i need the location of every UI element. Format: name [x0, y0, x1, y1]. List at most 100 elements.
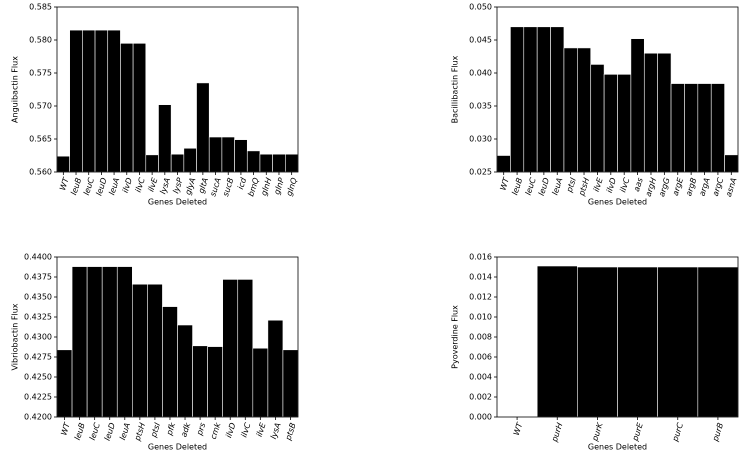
y-tick-label: 0.4300: [24, 333, 52, 342]
y-tick-label: 0.008: [469, 333, 492, 342]
x-tick-label: gltA: [197, 177, 210, 195]
y-tick-label: 0.575: [29, 69, 52, 78]
bar: [221, 136, 235, 173]
y-tick-label: 0.010: [469, 313, 492, 322]
bar: [630, 38, 645, 173]
bar: [237, 279, 254, 418]
bar: [208, 136, 223, 173]
y-tick-label: 0.4250: [24, 373, 52, 382]
y-axis-label: Pyoverdine Flux: [451, 305, 460, 369]
y-tick-label: 0.040: [469, 69, 492, 78]
x-tick-label: leuC: [88, 421, 102, 441]
bar: [285, 153, 299, 173]
x-tick-label: leuB: [73, 422, 87, 442]
bar: [162, 306, 178, 418]
y-tick-label: 0.004: [469, 373, 492, 382]
x-axis-label: Genes Deleted: [148, 443, 207, 452]
x-tick-label: ptsI: [149, 421, 163, 439]
y-tick-label: 0.565: [29, 135, 52, 144]
bar: [132, 283, 148, 418]
x-tick-label: ilvE: [592, 176, 605, 193]
y-tick-label: 0.006: [469, 353, 492, 362]
x-tick-label: leuB: [510, 177, 524, 197]
y-tick-label: 0.4350: [24, 293, 52, 302]
x-tick-label: purK: [590, 421, 605, 443]
x-tick-label: purE: [630, 421, 645, 443]
bar: [56, 155, 70, 173]
y-tick-label: 0.570: [29, 102, 52, 111]
bar: [657, 266, 699, 418]
x-axis-label: Genes Deleted: [588, 443, 647, 452]
bar: [82, 29, 96, 173]
bar: [158, 104, 172, 173]
x-tick-label: WT: [58, 176, 71, 192]
y-tick-label: 0.4200: [24, 413, 52, 422]
x-tick-label: glnQ: [285, 177, 299, 198]
y-tick-label: 0.035: [469, 102, 492, 111]
x-tick-label: ilvD: [605, 177, 618, 194]
bar: [116, 266, 133, 418]
x-tick-label: argB: [684, 177, 698, 198]
y-tick-label: 0.4325: [24, 313, 52, 322]
bar: [69, 29, 83, 173]
x-tick-label: lysA: [269, 422, 283, 441]
bar: [550, 26, 565, 173]
y-tick-label: 0.580: [29, 36, 52, 45]
chart: WT leuB leuC leuD leuA ptsH ptsI pfk adk prs cmk il…: [11, 253, 299, 452]
y-axis-label: Vibriobactin Flux: [11, 303, 20, 370]
x-tick-label: purH: [550, 422, 565, 444]
bar: [252, 347, 269, 418]
x-tick-label: asnA: [724, 177, 739, 198]
bar: [697, 83, 712, 173]
bar: [207, 346, 223, 418]
x-tick-label: WT: [498, 176, 511, 192]
x-axis-label: Genes Deleted: [588, 198, 647, 207]
x-tick-label: prs: [195, 422, 208, 438]
y-tick-label: 0.014: [469, 273, 492, 282]
bar: [536, 26, 551, 173]
bar: [510, 26, 525, 173]
x-tick-label: argA: [697, 177, 711, 198]
x-tick-label: purC: [670, 421, 685, 443]
bar: [222, 279, 239, 418]
x-tick-label: ptsI: [564, 176, 578, 194]
bar: [496, 155, 511, 173]
x-tick-label: adk: [179, 421, 192, 438]
x-tick-label: argE: [671, 176, 686, 197]
x-tick-label: WT: [512, 421, 525, 437]
x-tick-label: ilvC: [239, 421, 252, 438]
x-tick-label: lysA: [158, 177, 172, 196]
y-tick-label: 0.012: [469, 293, 492, 302]
x-tick-label: ptsB: [283, 422, 297, 443]
bar: [170, 153, 185, 173]
bar: [246, 150, 261, 173]
x-axis-label: Genes Deleted: [148, 198, 207, 207]
y-tick-label: 0.4400: [24, 253, 52, 262]
bar: [657, 52, 672, 173]
bar: [183, 147, 197, 173]
x-tick-label: leuC: [524, 176, 538, 196]
y-tick-label: 0.002: [469, 393, 492, 402]
bar: [94, 29, 109, 173]
bar: [536, 265, 578, 418]
bar: [670, 83, 685, 173]
bar: [272, 153, 286, 173]
bar: [56, 349, 73, 418]
bar: [192, 345, 208, 418]
plot-frame: [496, 256, 739, 418]
y-tick-label: 0.045: [469, 36, 492, 45]
y-tick-label: 0.585: [29, 3, 52, 12]
bar: [643, 52, 658, 173]
bar: [282, 349, 299, 418]
x-tick-label: leuA: [551, 177, 565, 197]
x-tick-label: cmk: [209, 421, 223, 440]
bar: [684, 83, 699, 173]
y-tick-label: 0.030: [469, 135, 492, 144]
bar: [107, 29, 121, 173]
y-tick-label: 0.560: [29, 168, 52, 177]
x-tick-label: aas: [632, 177, 645, 193]
y-tick-label: 0.025: [469, 168, 492, 177]
bar: [147, 283, 163, 418]
x-tick-label: purB: [710, 422, 725, 444]
